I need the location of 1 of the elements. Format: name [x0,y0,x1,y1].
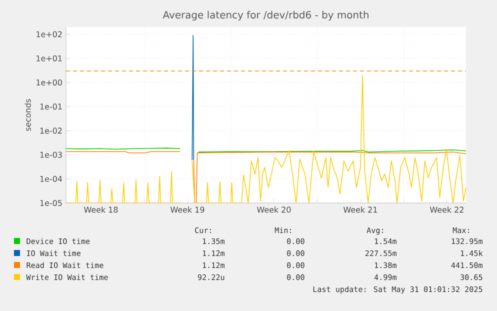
chart-title: Average latency for /dev/rbd6 - by month [162,10,368,21]
